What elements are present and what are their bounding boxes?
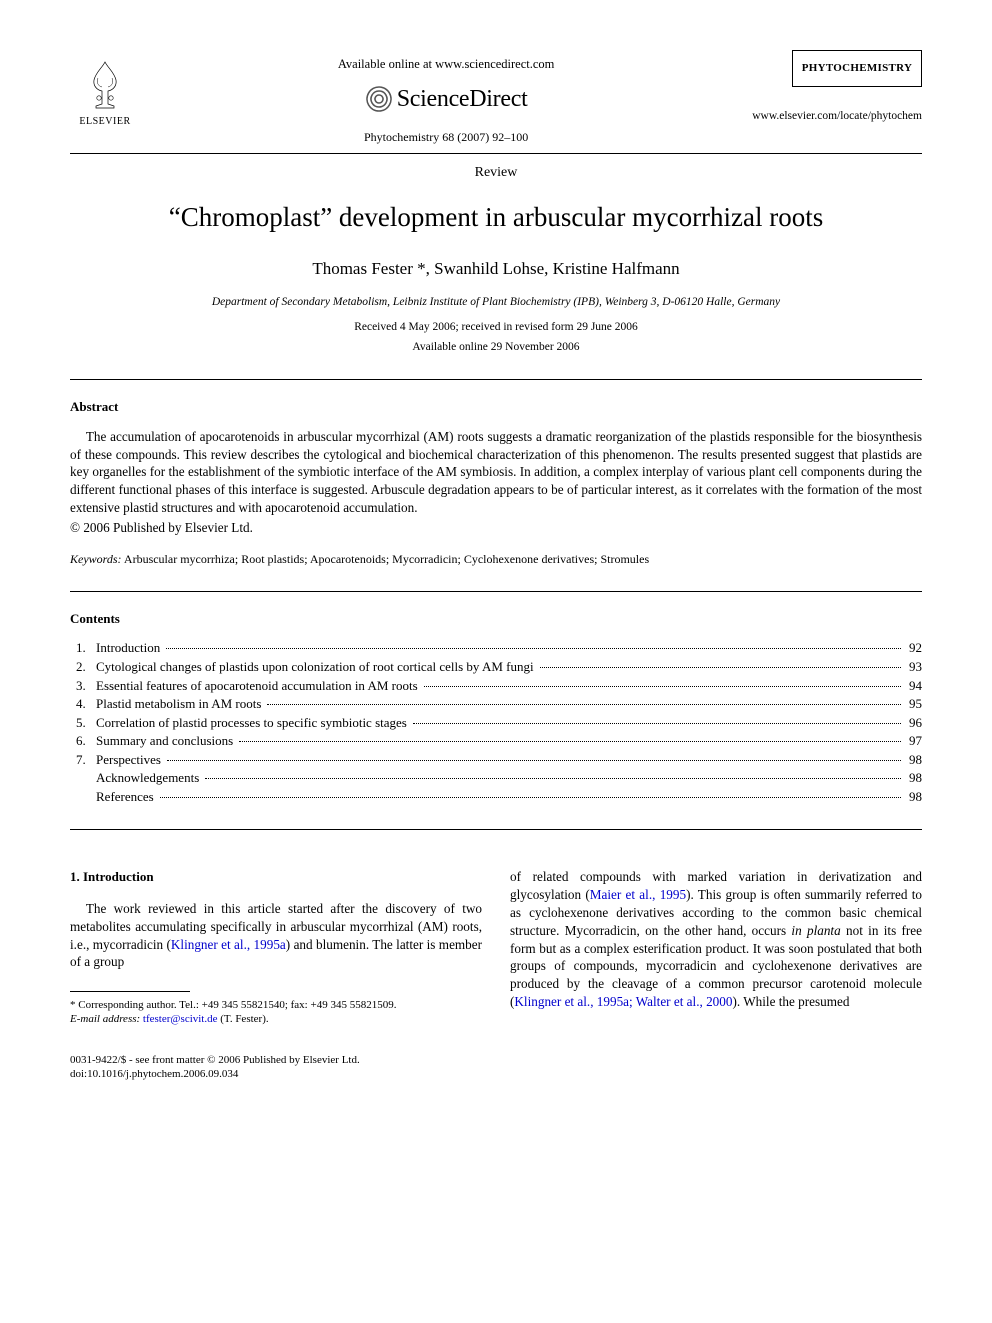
toc-title: Plastid metabolism in AM roots xyxy=(96,695,265,713)
email-link[interactable]: tfester@scivit.de xyxy=(143,1013,218,1025)
toc-row: 5.Correlation of plastid processes to sp… xyxy=(70,714,922,732)
doi-line: doi:10.1016/j.phytochem.2006.09.034 xyxy=(70,1067,922,1081)
toc-number: 5. xyxy=(70,714,96,732)
center-header: Available online at www.sciencedirect.co… xyxy=(140,50,752,145)
toc-page: 96 xyxy=(903,714,922,732)
toc-row: Acknowledgements 98 xyxy=(70,769,922,787)
header-rule xyxy=(70,153,922,154)
footnote-contact: * Corresponding author. Tel.: +49 345 55… xyxy=(70,998,482,1012)
available-online-text: Available online at www.sciencedirect.co… xyxy=(140,56,752,73)
sciencedirect-wordmark: ScienceDirect xyxy=(397,83,528,115)
toc-page: 93 xyxy=(903,658,922,676)
toc-number: 2. xyxy=(70,658,96,676)
toc-number: 4. xyxy=(70,695,96,713)
journal-name-box: PHYTOCHEMISTRY xyxy=(792,50,922,87)
front-matter-line: 0031-9422/$ - see front matter © 2006 Pu… xyxy=(70,1053,922,1067)
toc-page: 95 xyxy=(903,695,922,713)
email-suffix: (T. Fester). xyxy=(218,1013,269,1025)
toc-title: References xyxy=(96,788,158,806)
citation-link[interactable]: Klingner et al., 1995a xyxy=(171,937,286,952)
email-label: E-mail address: xyxy=(70,1013,140,1025)
toc-number: 6. xyxy=(70,732,96,750)
toc-row: 2.Cytological changes of plastids upon c… xyxy=(70,658,922,676)
elsevier-tree-icon xyxy=(80,58,130,113)
toc-page: 94 xyxy=(903,677,922,695)
toc-title: Cytological changes of plastids upon col… xyxy=(96,658,538,676)
abstract-bottom-rule xyxy=(70,591,922,592)
intro-heading: 1. Introduction xyxy=(70,868,482,886)
page-header: ELSEVIER Available online at www.science… xyxy=(70,50,922,145)
toc-page: 92 xyxy=(903,639,922,657)
toc-leader-dots xyxy=(424,686,901,687)
toc-row: 7.Perspectives 98 xyxy=(70,751,922,769)
table-of-contents: 1.Introduction922.Cytological changes of… xyxy=(70,639,922,805)
header-right: PHYTOCHEMISTRY www.elsevier.com/locate/p… xyxy=(752,50,922,124)
toc-number: 3. xyxy=(70,677,96,695)
available-date: Available online 29 November 2006 xyxy=(70,340,922,356)
toc-leader-dots xyxy=(267,704,901,705)
citation-line: Phytochemistry 68 (2007) 92–100 xyxy=(140,129,752,145)
toc-leader-dots xyxy=(413,723,901,724)
toc-leader-dots xyxy=(167,760,901,761)
toc-leader-dots xyxy=(160,797,901,798)
body-text: ). While the presumed xyxy=(732,994,849,1009)
authors: Thomas Fester *, Swanhild Lohse, Kristin… xyxy=(70,258,922,281)
publisher-name: ELSEVIER xyxy=(79,115,130,129)
publisher-logo: ELSEVIER xyxy=(70,50,140,128)
toc-page: 98 xyxy=(903,769,922,787)
toc-row: 1.Introduction 92 xyxy=(70,639,922,657)
sciencedirect-swirl-icon xyxy=(365,85,393,113)
right-column: of related compounds with marked variati… xyxy=(510,868,922,1026)
received-date: Received 4 May 2006; received in revised… xyxy=(70,320,922,336)
italic-term: in planta xyxy=(791,923,840,938)
toc-title: Essential features of apocarotenoid accu… xyxy=(96,677,422,695)
affiliation: Department of Secondary Metabolism, Leib… xyxy=(70,295,922,311)
toc-leader-dots xyxy=(239,741,901,742)
toc-row: 6.Summary and conclusions 97 xyxy=(70,732,922,750)
toc-leader-dots xyxy=(540,667,901,668)
corresponding-author-footnote: * Corresponding author. Tel.: +49 345 55… xyxy=(70,998,482,1027)
footnote-email-line: E-mail address: tfester@scivit.de (T. Fe… xyxy=(70,1012,482,1026)
keywords-text: Arbuscular mycorrhiza; Root plastids; Ap… xyxy=(122,552,650,566)
toc-number: 7. xyxy=(70,751,96,769)
intro-paragraph: The work reviewed in this article starte… xyxy=(70,900,482,971)
keywords: Keywords: Arbuscular mycorrhiza; Root pl… xyxy=(70,551,922,567)
contents-bottom-rule xyxy=(70,829,922,830)
toc-title: Summary and conclusions xyxy=(96,732,237,750)
toc-page: 98 xyxy=(903,788,922,806)
footnote-rule xyxy=(70,991,190,992)
article-title: “Chromoplast” development in arbuscular … xyxy=(70,199,922,235)
abstract-top-rule xyxy=(70,379,922,380)
abstract-heading: Abstract xyxy=(70,398,922,416)
keywords-label: Keywords: xyxy=(70,552,122,566)
body-columns: 1. Introduction The work reviewed in thi… xyxy=(70,868,922,1026)
toc-leader-dots xyxy=(205,778,901,779)
left-column: 1. Introduction The work reviewed in thi… xyxy=(70,868,482,1026)
toc-row: 4.Plastid metabolism in AM roots 95 xyxy=(70,695,922,713)
toc-title: Correlation of plastid processes to spec… xyxy=(96,714,411,732)
toc-row: References 98 xyxy=(70,788,922,806)
journal-url: www.elsevier.com/locate/phytochem xyxy=(752,109,922,125)
toc-leader-dots xyxy=(166,648,901,649)
toc-title: Acknowledgements xyxy=(96,769,203,787)
sciencedirect-logo: ScienceDirect xyxy=(365,83,528,115)
citation-link[interactable]: Klingner et al., 1995a; Walter et al., 2… xyxy=(514,994,732,1009)
contents-heading: Contents xyxy=(70,610,922,628)
toc-number: 1. xyxy=(70,639,96,657)
abstract-copyright: © 2006 Published by Elsevier Ltd. xyxy=(70,519,922,537)
abstract-text: The accumulation of apocarotenoids in ar… xyxy=(70,428,922,517)
body-paragraph: of related compounds with marked variati… xyxy=(510,868,922,1011)
citation-link[interactable]: Maier et al., 1995 xyxy=(590,887,686,902)
toc-row: 3.Essential features of apocarotenoid ac… xyxy=(70,677,922,695)
page-footer-info: 0031-9422/$ - see front matter © 2006 Pu… xyxy=(70,1053,922,1082)
toc-page: 98 xyxy=(903,751,922,769)
toc-page: 97 xyxy=(903,732,922,750)
toc-title: Perspectives xyxy=(96,751,165,769)
article-type: Review xyxy=(70,164,922,183)
toc-title: Introduction xyxy=(96,639,164,657)
